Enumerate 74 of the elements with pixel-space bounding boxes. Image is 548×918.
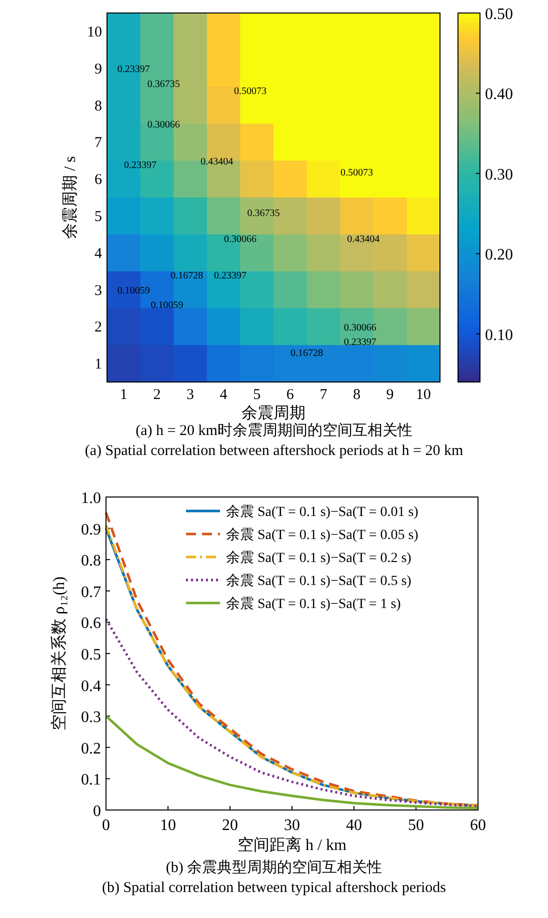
annotation: 0.10059 <box>117 285 150 296</box>
x-tick-label: 30 <box>284 817 300 834</box>
y-tick-label: 1.0 <box>81 490 101 507</box>
x-tick-label: 10 <box>416 387 431 403</box>
text: (a) Spatial correlation between aftershock periods at h = 20 km <box>84 443 464 459</box>
y-tick-label: 0.8 <box>81 552 101 570</box>
x-tick-label: 6 <box>286 387 294 403</box>
annotation: 0.43404 <box>200 156 234 168</box>
y-tick-label: 0.6 <box>81 615 101 632</box>
y-tick-label: 7 <box>94 135 102 152</box>
annotation: 0.23397 <box>117 64 150 76</box>
annotation: 0.50073 <box>340 167 373 178</box>
y-tick-label: 0.1 <box>81 772 101 789</box>
x-tick-label: 50 <box>408 817 424 834</box>
annotation: 0.36735 <box>147 78 180 90</box>
color-bar-label: 0.50 <box>485 6 513 23</box>
text: (b) Spatial correlation between typical aftershock periods <box>102 880 446 896</box>
x-tick-label: 60 <box>470 817 486 834</box>
y-tick-label: 0.7 <box>81 584 101 601</box>
x-tick-label: 1 <box>120 387 128 403</box>
line-series <box>104 714 480 810</box>
annotation: 0.36735 <box>247 208 280 219</box>
x-tick-label: 10 <box>160 817 176 834</box>
annotation: 0.16728 <box>290 348 324 360</box>
x-tick-label: 3 <box>186 387 194 403</box>
annotation: 0.30066 <box>224 234 256 245</box>
color-bar-label: 0.30 <box>485 166 513 184</box>
y-tick-label: 0.4 <box>81 678 101 695</box>
y-tick-label: 0.2 <box>81 740 101 758</box>
y-tick-label: 6 <box>94 172 102 188</box>
annotation: 0.10059 <box>150 300 184 312</box>
x-tick-label: 9 <box>386 387 394 403</box>
y-tick-label: 10 <box>87 24 102 40</box>
y-tick-label: 1 <box>94 356 102 373</box>
legend-label: 余震 Sa(T = 0.1 s)−Sa(T = 0.05 s) <box>226 527 419 543</box>
y-tick-label: 5 <box>94 208 102 225</box>
text: (a) h = 20 km时余震周期间的空间互相关性 <box>136 422 412 439</box>
x-tick-label: 20 <box>222 817 238 834</box>
y-tick-label: 0.9 <box>81 521 101 538</box>
line-series <box>104 618 480 808</box>
y-tick-label: 2 <box>94 320 102 336</box>
annotation: 0.16728 <box>170 270 204 282</box>
x-tick-label: 5 <box>253 387 261 403</box>
x-tick-label: 8 <box>353 387 360 403</box>
annotation: 0.43404 <box>347 234 380 245</box>
legend-label: 余震 Sa(T = 0.1 s)−Sa(T = 0.2 s) <box>226 550 412 566</box>
annotation: 0.30066 <box>344 322 376 334</box>
legend-label: 余震 Sa(T = 0.1 s)−Sa(T = 0.01 s) <box>226 504 419 520</box>
annotation: 0.30066 <box>147 119 180 130</box>
y-tick-label: 4 <box>94 246 102 262</box>
y-axis-title: 余震周期 / s <box>61 156 79 239</box>
y-axis-title: 空间互相关系数 ρ₁₂(h) <box>50 576 68 730</box>
legend-label: 余震 Sa(T = 0.1 s)−Sa(T = 0.5 s) <box>226 573 412 589</box>
annotation: 0.50073 <box>234 86 266 98</box>
y-tick-label: 8 <box>94 98 102 114</box>
x-tick-label: 40 <box>346 817 362 834</box>
x-tick-label: 4 <box>220 387 228 403</box>
x-tick-label: 7 <box>320 387 328 403</box>
annotation: 0.23397 <box>214 270 246 282</box>
color-bar-label: 0.10 <box>485 326 513 344</box>
x-axis-title: 空间距离 h / km <box>238 836 347 854</box>
color-bar-label: 0.40 <box>485 86 513 104</box>
legend-label: 余震 Sa(T = 0.1 s)−Sa(T = 1 s) <box>226 596 402 612</box>
annotation: 0.23397 <box>344 337 376 348</box>
x-tick-label: 2 <box>153 387 161 403</box>
color-bar-label: 0.20 <box>485 246 513 264</box>
text: (b) 余震典型周期的空间互相关性 <box>166 859 382 876</box>
x-axis-title: 余震周期 <box>242 404 306 422</box>
y-tick-label: 9 <box>94 61 102 78</box>
y-tick-label: 3 <box>94 282 102 299</box>
annotation: 0.23397 <box>124 160 157 171</box>
y-tick-label: 0.3 <box>81 709 101 726</box>
y-tick-label: 0 <box>93 803 101 820</box>
y-tick-label: 0.5 <box>81 646 101 664</box>
